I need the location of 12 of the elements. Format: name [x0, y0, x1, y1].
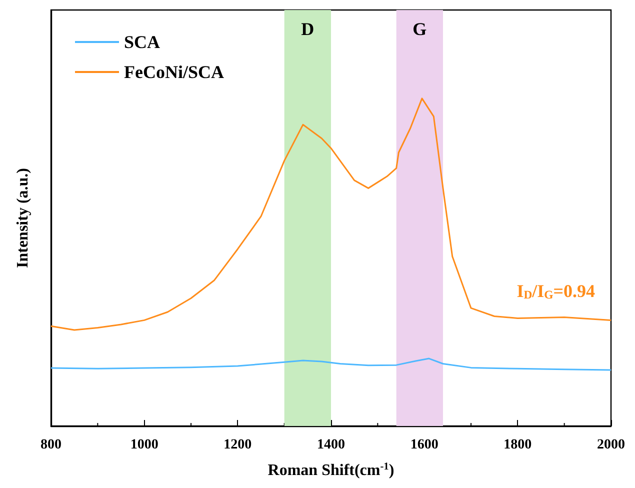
x-tick-label: 1600	[410, 438, 438, 452]
legend-label: FeCoNi/SCA	[124, 62, 224, 82]
band-label: G	[412, 19, 427, 39]
x-tick-label: 2000	[597, 438, 625, 452]
x-tick-label: 800	[40, 438, 62, 452]
band-label: D	[301, 19, 314, 39]
y-axis-title: Intensity (a.u.)	[14, 168, 32, 268]
x-tick-label: 1000	[130, 438, 158, 452]
legend-label: SCA	[124, 32, 160, 52]
x-tick-label: 1400	[317, 438, 345, 452]
x-tick-label: 1200	[224, 438, 252, 452]
x-tick-label: 1800	[504, 438, 532, 452]
